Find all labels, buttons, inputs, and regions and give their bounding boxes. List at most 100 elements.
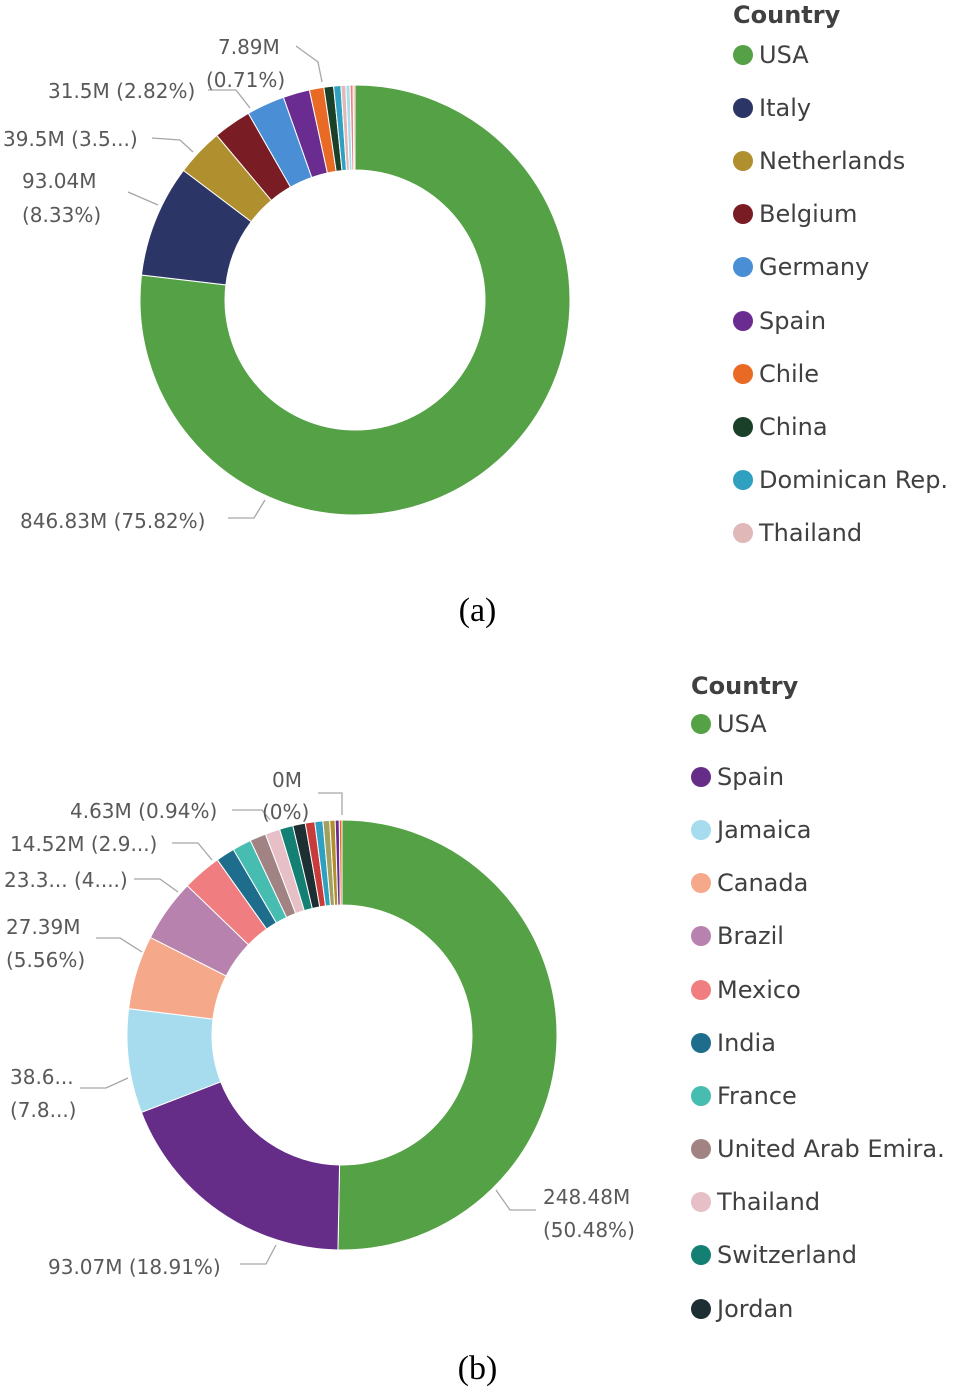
legend-item-netherlands: Netherlands: [733, 134, 948, 187]
data-label-zero: (0%): [262, 800, 309, 824]
legend-title: Country: [691, 672, 799, 700]
leader-line: [134, 878, 179, 893]
data-label-canada: 27.39M: [6, 915, 81, 939]
legend-swatch: [733, 204, 753, 225]
legend-swatch: [733, 150, 753, 171]
legend-swatch: [691, 1245, 711, 1266]
data-label-canada: (5.56%): [6, 948, 85, 972]
leader-line: [295, 45, 323, 83]
legend-item-usa: USA: [733, 28, 948, 81]
legend-label: France: [717, 1081, 797, 1110]
data-label-china: 7.89M: [218, 35, 280, 59]
legend-label: USA: [717, 709, 767, 738]
legend-label: Switzerland: [717, 1241, 857, 1270]
legend-item-jordan: Jordan: [691, 1282, 945, 1335]
legend-swatch: [691, 873, 711, 894]
donut-segment-other: [352, 84, 356, 171]
leader-line: [80, 1077, 129, 1089]
legend-label: Thailand: [717, 1188, 821, 1217]
legend-swatch: [733, 523, 753, 544]
data-label-brazil: 23.3... (4....): [4, 868, 128, 892]
legend-swatch: [733, 470, 753, 491]
legend-item-india: India: [691, 1016, 945, 1069]
legend-swatch: [691, 926, 711, 947]
legend-swatch: [691, 1139, 711, 1160]
data-label-italy: 93.04M: [22, 169, 97, 193]
donut-chart-a: 846.83M (75.82%) 93.04M (8.33%) 39.5M (3.5.…: [3, 35, 571, 533]
legend-item-china: China: [733, 400, 948, 453]
legend-label: Spain: [717, 762, 785, 791]
leader-line: [208, 89, 251, 109]
donut-segment-spain: [140, 1081, 341, 1251]
leader-line: [240, 1244, 277, 1265]
donut-segment-usa: [337, 819, 558, 1251]
legend-a: Country USA Italy Netherlands Belgium German…: [733, 0, 948, 560]
legend-title: Country: [733, 1, 841, 29]
legend-swatch: [691, 1085, 711, 1106]
legend-swatch: [691, 1298, 711, 1319]
data-label-usa: (50.48%): [543, 1218, 635, 1242]
data-label-zero: 0M: [272, 768, 302, 792]
chart-panel-b: 248.48M (50.48%) 93.07M (18.91%) 38.6... (7.…: [0, 660, 955, 1395]
legend-label: Jamaica: [717, 815, 812, 844]
legend-swatch: [691, 1192, 711, 1213]
legend-label: Netherlands: [759, 146, 906, 175]
legend-item-germany: Germany: [733, 241, 948, 294]
legend-swatch: [733, 310, 753, 331]
legend-item-france: France: [691, 1069, 945, 1122]
legend-item-italy: Italy: [733, 81, 948, 134]
chart-panel-a: 846.83M (75.82%) 93.04M (8.33%) 39.5M (3.5.…: [0, 0, 955, 650]
data-label-italy: (8.33%): [22, 203, 101, 227]
leader-line: [318, 792, 343, 815]
legend-swatch: [733, 363, 753, 384]
legend-swatch: [733, 97, 753, 118]
legend-item-usa: USA: [691, 697, 945, 750]
legend-b: Country USA Spain Jamaica Canada Brazil Mexic…: [691, 671, 945, 1335]
data-label-usa: 248.48M: [543, 1185, 630, 1209]
legend-label: Thailand: [759, 519, 863, 548]
legend-label: Dominican Rep.: [759, 466, 949, 495]
legend-swatch: [691, 766, 711, 787]
legend-item-thailand: Thailand: [691, 1176, 945, 1229]
donut-chart-b: 248.48M (50.48%) 93.07M (18.91%) 38.6... (7.…: [4, 768, 635, 1279]
legend-item-switzerland: Switzerland: [691, 1229, 945, 1282]
legend-item-canada: Canada: [691, 857, 945, 910]
legend-item-united-arab-emira: United Arab Emira.: [691, 1123, 945, 1176]
legend-item-dominican-rep: Dominican Rep.: [733, 454, 948, 507]
legend-swatch: [733, 416, 753, 437]
leader-line: [127, 191, 159, 206]
data-label-china: (0.71%): [206, 68, 285, 92]
data-label-belgium: 31.5M (2.82%): [48, 79, 195, 103]
legend-label: Jordan: [717, 1294, 794, 1323]
legend-swatch: [733, 44, 753, 65]
legend-label: Chile: [759, 359, 820, 388]
leader-line: [232, 809, 271, 821]
legend-swatch: [691, 713, 711, 734]
legend-swatch: [691, 979, 711, 1000]
leader-line: [172, 842, 213, 861]
data-label-netherlands: 39.5M (3.5...): [3, 127, 138, 151]
leader-line: [228, 499, 266, 519]
legend-item-chile: Chile: [733, 347, 948, 400]
legend-item-brazil: Brazil: [691, 910, 945, 963]
legend-item-thailand: Thailand: [733, 507, 948, 560]
legend-label: Mexico: [717, 975, 801, 1004]
legend-label: Spain: [759, 306, 827, 335]
data-label-mexico: 14.52M (2.9...): [10, 832, 157, 856]
donut-segment-other: [338, 819, 343, 906]
legend-item-jamaica: Jamaica: [691, 803, 945, 856]
legend-item-mexico: Mexico: [691, 963, 945, 1016]
legend-label: Belgium: [759, 200, 858, 229]
legend-item-belgium: Belgium: [733, 188, 948, 241]
data-label-jordan: 4.63M (0.94%): [70, 799, 217, 823]
data-label-jamaica: 38.6...: [10, 1065, 74, 1089]
donut-segment-usa: [139, 84, 571, 516]
legend-swatch: [691, 819, 711, 840]
legend-label: Germany: [759, 253, 870, 282]
legend-swatch: [691, 1032, 711, 1053]
legend-label: USA: [759, 40, 809, 69]
data-label-spain: 93.07M (18.91%): [48, 1255, 221, 1279]
legend-label: Canada: [717, 869, 809, 898]
legend-item-spain: Spain: [733, 294, 948, 347]
legend-label: Italy: [759, 93, 812, 122]
